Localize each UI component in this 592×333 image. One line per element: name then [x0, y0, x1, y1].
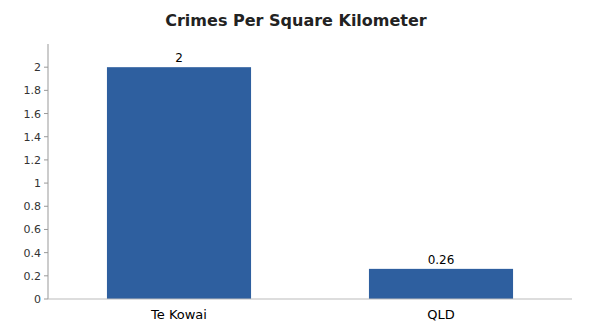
y-axis-line	[48, 44, 49, 299]
x-tick-label: Te Kowai	[150, 307, 207, 322]
data-label: 0.26	[428, 253, 455, 267]
bar	[369, 269, 513, 299]
y-tick-label: 0.6	[24, 223, 42, 236]
y-tick	[44, 275, 48, 276]
y-tick-label: 1.8	[24, 84, 42, 97]
y-tick-label: 0.4	[24, 247, 42, 260]
y-tick-label: 0.2	[24, 270, 42, 283]
chart-container: Crimes Per Square Kilometer 0 0.2 0.4 0.6 0.8…	[0, 0, 592, 333]
y-axis: 0 0.2 0.4 0.6 0.8 1 1.2 1.4 1.6 1.8 2	[24, 61, 49, 306]
y-tick	[44, 136, 48, 137]
y-tick	[44, 299, 48, 300]
y-tick	[44, 67, 48, 68]
y-tick-label: 1.6	[24, 108, 42, 121]
y-tick-label: 2	[34, 61, 41, 74]
y-tick	[44, 252, 48, 253]
y-tick-label: 1	[34, 177, 41, 190]
y-tick-label: 1.4	[24, 131, 42, 144]
bars	[107, 67, 513, 299]
data-label: 2	[175, 51, 183, 65]
y-tick-label: 0.8	[24, 200, 42, 213]
y-tick-label: 0	[34, 293, 41, 306]
y-tick	[44, 90, 48, 91]
chart-svg: Crimes Per Square Kilometer 0 0.2 0.4 0.6 0.8…	[0, 0, 592, 333]
data-labels: 20.26	[175, 51, 454, 267]
y-tick	[44, 183, 48, 184]
y-tick	[44, 229, 48, 230]
y-tick	[44, 206, 48, 207]
y-tick-label: 1.2	[24, 154, 42, 167]
x-tick-label: QLD	[427, 307, 455, 322]
bar	[107, 67, 251, 299]
y-tick	[44, 113, 48, 114]
chart-title: Crimes Per Square Kilometer	[165, 11, 427, 30]
x-axis: Te Kowai QLD	[48, 299, 572, 322]
y-tick	[44, 159, 48, 160]
x-axis-line	[48, 299, 572, 300]
